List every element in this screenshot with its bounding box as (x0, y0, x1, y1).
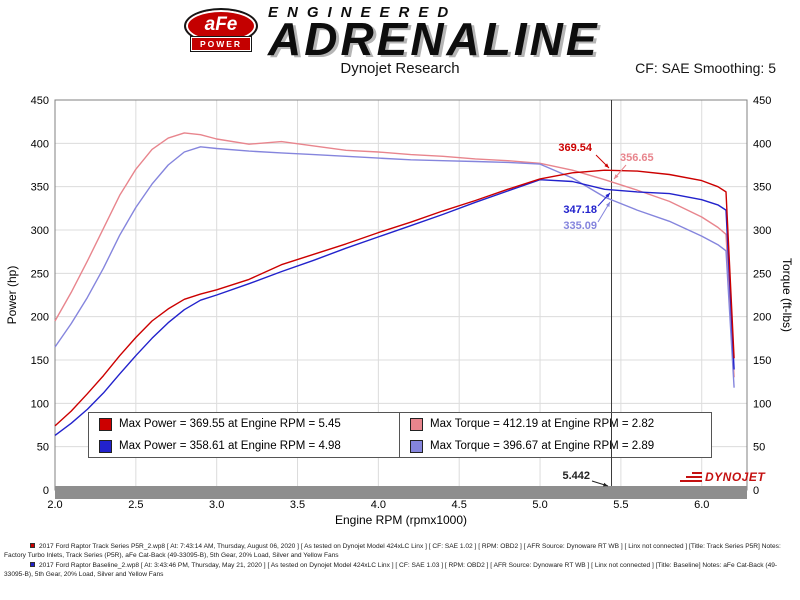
svg-text:150: 150 (31, 355, 49, 367)
svg-text:350: 350 (31, 182, 49, 194)
dynojet-logo-text: DYNOJET (705, 470, 766, 484)
run-progress-bar (55, 486, 747, 499)
svg-text:5.5: 5.5 (613, 499, 628, 511)
cursor-line-extension (611, 413, 612, 458)
svg-text:6.0: 6.0 (694, 499, 709, 511)
dynojet-logo: DYNOJET (680, 470, 765, 484)
legend-label: Max Torque = 396.67 at Engine RPM = 2.89 (430, 440, 655, 452)
legend-label: Max Power = 369.55 at Engine RPM = 5.45 (119, 418, 341, 430)
svg-text:100: 100 (31, 398, 49, 410)
svg-text:2.0: 2.0 (47, 499, 62, 511)
curves (54, 132, 735, 436)
svg-text:450: 450 (31, 95, 49, 107)
svg-text:3.0: 3.0 (209, 499, 224, 511)
curve-baseline-torque (54, 146, 735, 388)
svg-text:4.5: 4.5 (452, 499, 467, 511)
run-info-text: 2017 Ford Raptor Track Series P5R_2.wp8 … (4, 543, 781, 559)
svg-text:3.5: 3.5 (290, 499, 305, 511)
legend-label: Max Torque = 412.19 at Engine RPM = 2.82 (430, 418, 655, 430)
tick-labels: 0 0 50 50 100 100 150 150 200 200 250 250 300 300 350 3… (31, 95, 772, 511)
header: aFe POWER ENGINEERED ADRENALINE (183, 4, 600, 65)
svg-text:200: 200 (753, 312, 771, 324)
footer-run-baseline: 2017 Ford Raptor Baseline_2.wp8 [ At: 3:… (4, 562, 796, 579)
run-color-swatch-baseline (30, 562, 35, 568)
svg-text:2.5: 2.5 (128, 499, 143, 511)
svg-text:5.0: 5.0 (532, 499, 547, 511)
svg-text:400: 400 (753, 138, 771, 150)
right-axis-title: Torque (ft-lbs) (780, 258, 794, 332)
legend-item: Max Power = 369.55 at Engine RPM = 5.45 (89, 413, 400, 435)
afe-power-logo: aFe POWER (183, 8, 259, 52)
left-axis-title: Power (hp) (5, 266, 19, 325)
svg-text:300: 300 (31, 225, 49, 237)
adrenaline-text: ADRENALINE (268, 13, 600, 65)
legend-swatch-track-torque (410, 417, 423, 431)
svg-text:369.54: 369.54 (558, 142, 593, 154)
curve-baseline-power (54, 178, 735, 436)
svg-text:4.0: 4.0 (371, 499, 386, 511)
svg-text:250: 250 (31, 268, 49, 280)
run-info-text: 2017 Ford Raptor Baseline_2.wp8 [ At: 3:… (4, 562, 778, 578)
svg-text:50: 50 (37, 442, 49, 454)
engineered-text: ENGINEERED (268, 4, 458, 21)
footer-run-track: 2017 Ford Raptor Track Series P5R_2.wp8 … (4, 543, 796, 560)
afe-logo-text: aFe (204, 14, 238, 35)
legend-swatch-baseline-power (99, 439, 112, 453)
cf-smoothing-label: CF: SAE Smoothing: 5 (635, 60, 776, 76)
legend-item: Max Torque = 396.67 at Engine RPM = 2.89 (400, 435, 711, 457)
curve-track-series-p5r-torque (54, 132, 735, 378)
legend-item: Max Torque = 412.19 at Engine RPM = 2.82 (400, 413, 711, 435)
legend-label: Max Power = 358.61 at Engine RPM = 4.98 (119, 440, 341, 452)
afe-power-banner: POWER (190, 36, 252, 52)
svg-text:50: 50 (753, 442, 765, 454)
svg-text:350: 350 (753, 182, 771, 194)
x-axis-title: Engine RPM (rpmx1000) (335, 513, 467, 527)
legend-item: Max Power = 358.61 at Engine RPM = 4.98 (89, 435, 400, 457)
svg-text:150: 150 (753, 355, 771, 367)
legend: Max Power = 369.55 at Engine RPM = 5.45 … (88, 412, 712, 458)
svg-text:250: 250 (753, 268, 771, 280)
svg-text:450: 450 (753, 95, 771, 107)
svg-text:0: 0 (43, 485, 49, 497)
footer: 2017 Ford Raptor Track Series P5R_2.wp8 … (0, 543, 800, 581)
svg-text:335.09: 335.09 (563, 220, 597, 232)
svg-text:100: 100 (753, 398, 771, 410)
legend-swatch-baseline-torque (410, 439, 423, 453)
dynojet-speed-lines-icon (680, 472, 702, 482)
svg-text:200: 200 (31, 312, 49, 324)
svg-text:400: 400 (31, 138, 49, 150)
svg-text:356.65: 356.65 (620, 152, 654, 164)
svg-text:5.442: 5.442 (562, 470, 590, 482)
run-color-swatch-track (30, 543, 35, 548)
svg-text:0: 0 (753, 485, 759, 497)
legend-swatch-track-power (99, 417, 112, 431)
curve-track-series-p5r-power (54, 169, 735, 427)
axis-titles: Power (hp) Torque (ft-lbs) Engine RPM (rpm… (5, 258, 794, 527)
svg-text:300: 300 (753, 225, 771, 237)
svg-text:347.18: 347.18 (563, 204, 597, 216)
cursor-annotations: 369.54 356.65 347.18 335.09 5.442 (558, 142, 654, 487)
chart-title: Dynojet Research (340, 60, 460, 77)
wordmark: ENGINEERED ADRENALINE (268, 4, 600, 65)
